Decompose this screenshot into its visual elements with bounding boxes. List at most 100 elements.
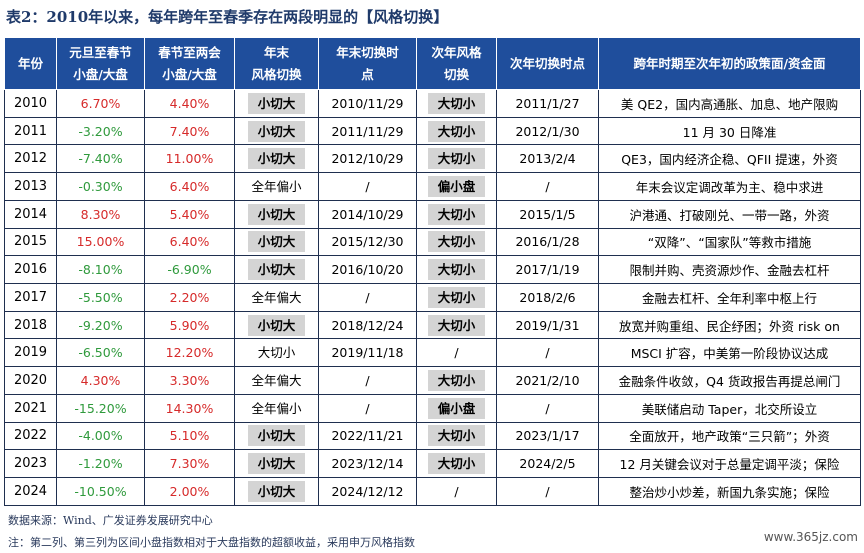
table-row: 2015 15.00% 6.40% 小切大 2015/12/30 大切小 2016/1/28… bbox=[4, 227, 861, 257]
cell-yearend-time: 2012/10/29 bbox=[318, 144, 417, 174]
cell-nextyear-time-value: 2016/1/28 bbox=[515, 234, 580, 250]
cell-spring-npc-value: 7.30% bbox=[169, 456, 210, 472]
cell-spring-npc: 12.20% bbox=[144, 338, 235, 368]
cell-spring-npc-value: 5.90% bbox=[169, 317, 210, 333]
cell-newyear-spring: -10.50% bbox=[56, 477, 145, 506]
cell-newyear-spring-value: -9.20% bbox=[78, 317, 123, 333]
cell-yearend-switch: 大切小 bbox=[234, 338, 319, 368]
cell-newyear-spring-value: -8.10% bbox=[78, 262, 123, 278]
cell-newyear-spring: -6.50% bbox=[56, 338, 145, 368]
cell-nextyear-switch: 大切小 bbox=[416, 144, 497, 174]
table-row: 2022 -4.00% 5.10% 小切大 2022/11/21 大切小 2023/1/17… bbox=[4, 421, 861, 451]
cell-spring-npc: 5.10% bbox=[144, 421, 235, 451]
cell-year: 2019 bbox=[4, 338, 57, 368]
cell-nextyear-switch-value: 大切小 bbox=[427, 92, 486, 114]
cell-policy: QE3，国内经济企稳、QFII 提速，外资 bbox=[598, 144, 861, 174]
table-row: 2013 -0.30% 6.40% 全年偏小 / 偏小盘 / 年末会议定调改革为主、稳中求进 bbox=[4, 172, 861, 201]
cell-yearend-switch: 全年偏小 bbox=[234, 393, 319, 423]
cell-yearend-time-value: 2024/12/12 bbox=[331, 484, 404, 500]
header-year: 年份 bbox=[4, 37, 57, 90]
header-policy-label: 跨年时期至次年初的政策面/资金面 bbox=[633, 55, 826, 71]
cell-newyear-spring-value: -6.50% bbox=[78, 345, 123, 361]
cell-spring-npc-value: 5.40% bbox=[169, 206, 210, 222]
cell-newyear-spring-value: -0.30% bbox=[78, 179, 123, 195]
cell-yearend-switch-value: 小切大 bbox=[247, 425, 306, 447]
cell-nextyear-time: 2012/1/30 bbox=[496, 116, 599, 146]
cell-year-value: 2012 bbox=[13, 151, 48, 167]
cell-policy-value: 沪港通、打破刚兑、一带一路，外资 bbox=[629, 207, 830, 223]
cell-spring-npc-value: 7.40% bbox=[169, 123, 210, 139]
cell-policy: 沪港通、打破刚兑、一带一路，外资 bbox=[598, 199, 861, 229]
cell-nextyear-time-value: 2015/1/5 bbox=[519, 206, 576, 222]
cell-spring-npc: 5.90% bbox=[144, 310, 235, 340]
cell-nextyear-switch-value: 大切小 bbox=[427, 231, 486, 253]
cell-nextyear-time: 2011/1/27 bbox=[496, 89, 599, 118]
cell-newyear-spring: -7.40% bbox=[56, 144, 145, 174]
cell-nextyear-switch: 大切小 bbox=[416, 449, 497, 479]
cell-year-value: 2016 bbox=[13, 262, 48, 278]
table-row: 2018 -9.20% 5.90% 小切大 2018/12/24 大切小 2019/1/31… bbox=[4, 310, 861, 340]
cell-yearend-time-value: 2019/11/18 bbox=[331, 345, 404, 361]
cell-yearend-time: 2014/10/29 bbox=[318, 199, 417, 229]
cell-policy-value: MSCI 扩容，中美第一阶段协议达成 bbox=[630, 346, 829, 362]
cell-yearend-switch-value: 小切大 bbox=[247, 453, 306, 475]
cell-yearend-switch-value: 小切大 bbox=[247, 259, 306, 281]
cell-newyear-spring-value: 4.30% bbox=[80, 373, 121, 389]
cell-year-value: 2023 bbox=[13, 456, 48, 472]
cell-yearend-switch: 小切大 bbox=[234, 227, 319, 257]
cell-spring-npc-value: 5.10% bbox=[169, 428, 210, 444]
cell-policy: 放宽并购重组、民企纾困；外资 risk on bbox=[598, 310, 861, 340]
cell-yearend-time-value: 2012/10/29 bbox=[331, 151, 404, 167]
cell-nextyear-time: / bbox=[496, 393, 599, 423]
header-newyear-spring-label: 元旦至春节 小盘/大盘 bbox=[69, 44, 132, 82]
cell-nextyear-time: 2019/1/31 bbox=[496, 310, 599, 340]
cell-nextyear-time-value: 2013/2/4 bbox=[519, 151, 576, 167]
cell-year-value: 2010 bbox=[13, 95, 48, 111]
cell-yearend-time-value: 2022/11/21 bbox=[331, 428, 404, 444]
cell-yearend-time-value: / bbox=[365, 289, 370, 305]
header-spring-npc: 春节至两会 小盘/大盘 bbox=[144, 37, 235, 90]
cell-nextyear-switch: 大切小 bbox=[416, 283, 497, 312]
cell-nextyear-switch-value: 大切小 bbox=[427, 259, 486, 281]
cell-nextyear-time: 2015/1/5 bbox=[496, 199, 599, 229]
cell-nextyear-time-value: 2011/1/27 bbox=[515, 95, 580, 111]
cell-yearend-time: 2022/11/21 bbox=[318, 421, 417, 451]
cell-yearend-switch-value: 小切大 bbox=[247, 481, 306, 503]
cell-nextyear-time-value: 2017/1/19 bbox=[515, 262, 580, 278]
cell-year: 2010 bbox=[4, 89, 57, 118]
cell-newyear-spring: -9.20% bbox=[56, 310, 145, 340]
cell-yearend-time: 2016/10/20 bbox=[318, 255, 417, 285]
cell-yearend-switch-value: 小切大 bbox=[247, 148, 306, 170]
cell-spring-npc: 14.30% bbox=[144, 393, 235, 423]
cell-yearend-time: 2019/11/18 bbox=[318, 338, 417, 368]
cell-newyear-spring: -0.30% bbox=[56, 172, 145, 201]
cell-policy-value: “双降”、“国家队”等救市措施 bbox=[647, 235, 812, 251]
cell-nextyear-switch-value: 大切小 bbox=[427, 425, 486, 447]
cell-year-value: 2019 bbox=[13, 345, 48, 361]
cell-nextyear-time-value: 2012/1/30 bbox=[515, 123, 580, 139]
cell-nextyear-switch-value: 大切小 bbox=[427, 286, 486, 308]
cell-spring-npc-value: 4.40% bbox=[169, 95, 210, 111]
cell-newyear-spring-value: -7.40% bbox=[78, 151, 123, 167]
header-yearend-time: 年末切换时 点 bbox=[318, 37, 417, 90]
cell-nextyear-switch-value: / bbox=[454, 345, 459, 361]
cell-yearend-switch: 小切大 bbox=[234, 144, 319, 174]
cell-nextyear-switch-value: / bbox=[454, 484, 459, 500]
cell-newyear-spring: -15.20% bbox=[56, 393, 145, 423]
cell-nextyear-time: 2013/2/4 bbox=[496, 144, 599, 174]
cell-spring-npc: 3.30% bbox=[144, 366, 235, 395]
cell-spring-npc-value: 2.20% bbox=[169, 289, 210, 305]
cell-nextyear-switch-value: 大切小 bbox=[427, 370, 486, 392]
cell-policy-value: 美 QE2，国内高通胀、加息、地产限购 bbox=[620, 96, 839, 112]
table-row: 2017 -5.50% 2.20% 全年偏大 / 大切小 2018/2/6 金融去杠杆、全年利… bbox=[4, 283, 861, 312]
cell-yearend-switch-value: 小切大 bbox=[247, 92, 306, 114]
cell-policy: 金融条件收敛，Q4 货政报告再提总闸门 bbox=[598, 366, 861, 395]
cell-yearend-time-value: / bbox=[365, 179, 370, 195]
cell-nextyear-time-value: / bbox=[545, 345, 550, 361]
cell-nextyear-time: / bbox=[496, 338, 599, 368]
cell-nextyear-switch: / bbox=[416, 338, 497, 368]
header-spring-npc-label: 春节至两会 小盘/大盘 bbox=[158, 44, 221, 82]
cell-spring-npc: 7.40% bbox=[144, 116, 235, 146]
cell-year: 2013 bbox=[4, 172, 57, 201]
cell-policy-value: QE3，国内经济企稳、QFII 提速，外资 bbox=[621, 152, 838, 168]
